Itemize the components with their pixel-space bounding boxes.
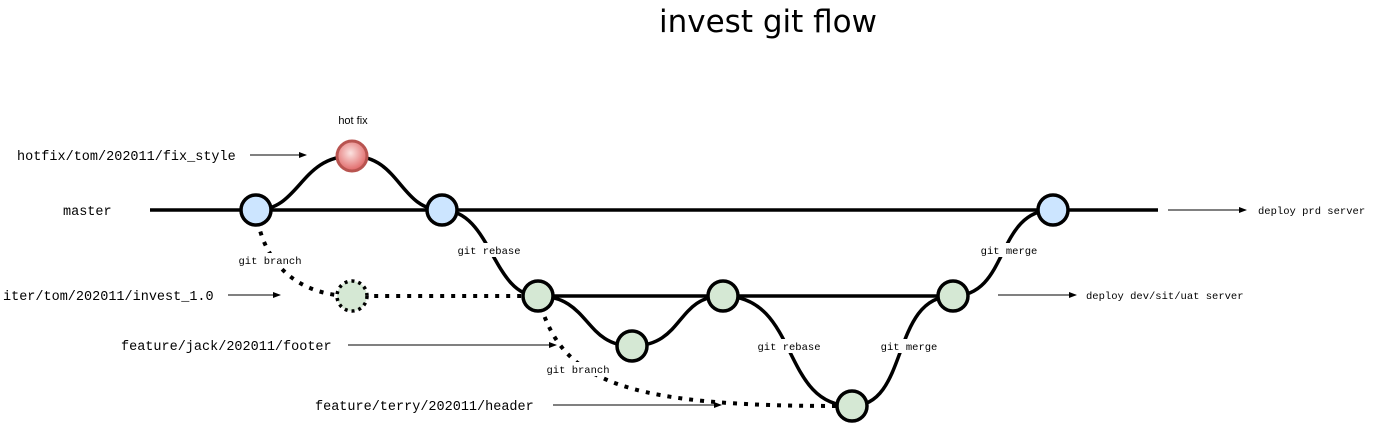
hotfix-branch-label: hotfix/tom/202011/fix_style (17, 150, 236, 165)
git-rebase-label-2: git rebase (757, 342, 820, 354)
header-branch-dotted-line (536, 295, 853, 408)
header-branch-label: feature/terry/202011/header (315, 400, 534, 415)
iter-commit-3[interactable] (936, 279, 970, 313)
iter-branch-label: iter/tom/202011/invest_1.0 (3, 290, 214, 305)
deploy-prd-label: deploy prd server (1258, 206, 1365, 218)
hot-fix-label: hot fix (338, 115, 368, 127)
master-branch-label: master (63, 205, 112, 220)
master-commit-3[interactable] (1036, 193, 1070, 227)
iter-commit-initial[interactable] (335, 279, 369, 313)
deploy-dev-label: deploy dev/sit/uat server (1086, 291, 1244, 303)
git-merge-label-1: git merge (981, 246, 1038, 258)
header-commit[interactable] (835, 389, 869, 423)
footer-branch-label: feature/jack/202011/footer (121, 340, 332, 355)
master-commit-1[interactable] (239, 193, 273, 227)
git-merge-label-2: git merge (881, 342, 938, 354)
diagram-title: invest git flow (659, 4, 877, 40)
iter-commit-1[interactable] (521, 279, 555, 313)
git-branch-label-1: git branch (238, 256, 301, 268)
iter-commit-2[interactable] (706, 279, 740, 313)
git-rebase-label-1: git rebase (457, 246, 520, 258)
master-commit-2[interactable] (425, 193, 459, 227)
footer-commit[interactable] (615, 329, 649, 363)
git-branch-label-2: git branch (546, 365, 609, 377)
hotfix-commit[interactable] (335, 139, 369, 173)
